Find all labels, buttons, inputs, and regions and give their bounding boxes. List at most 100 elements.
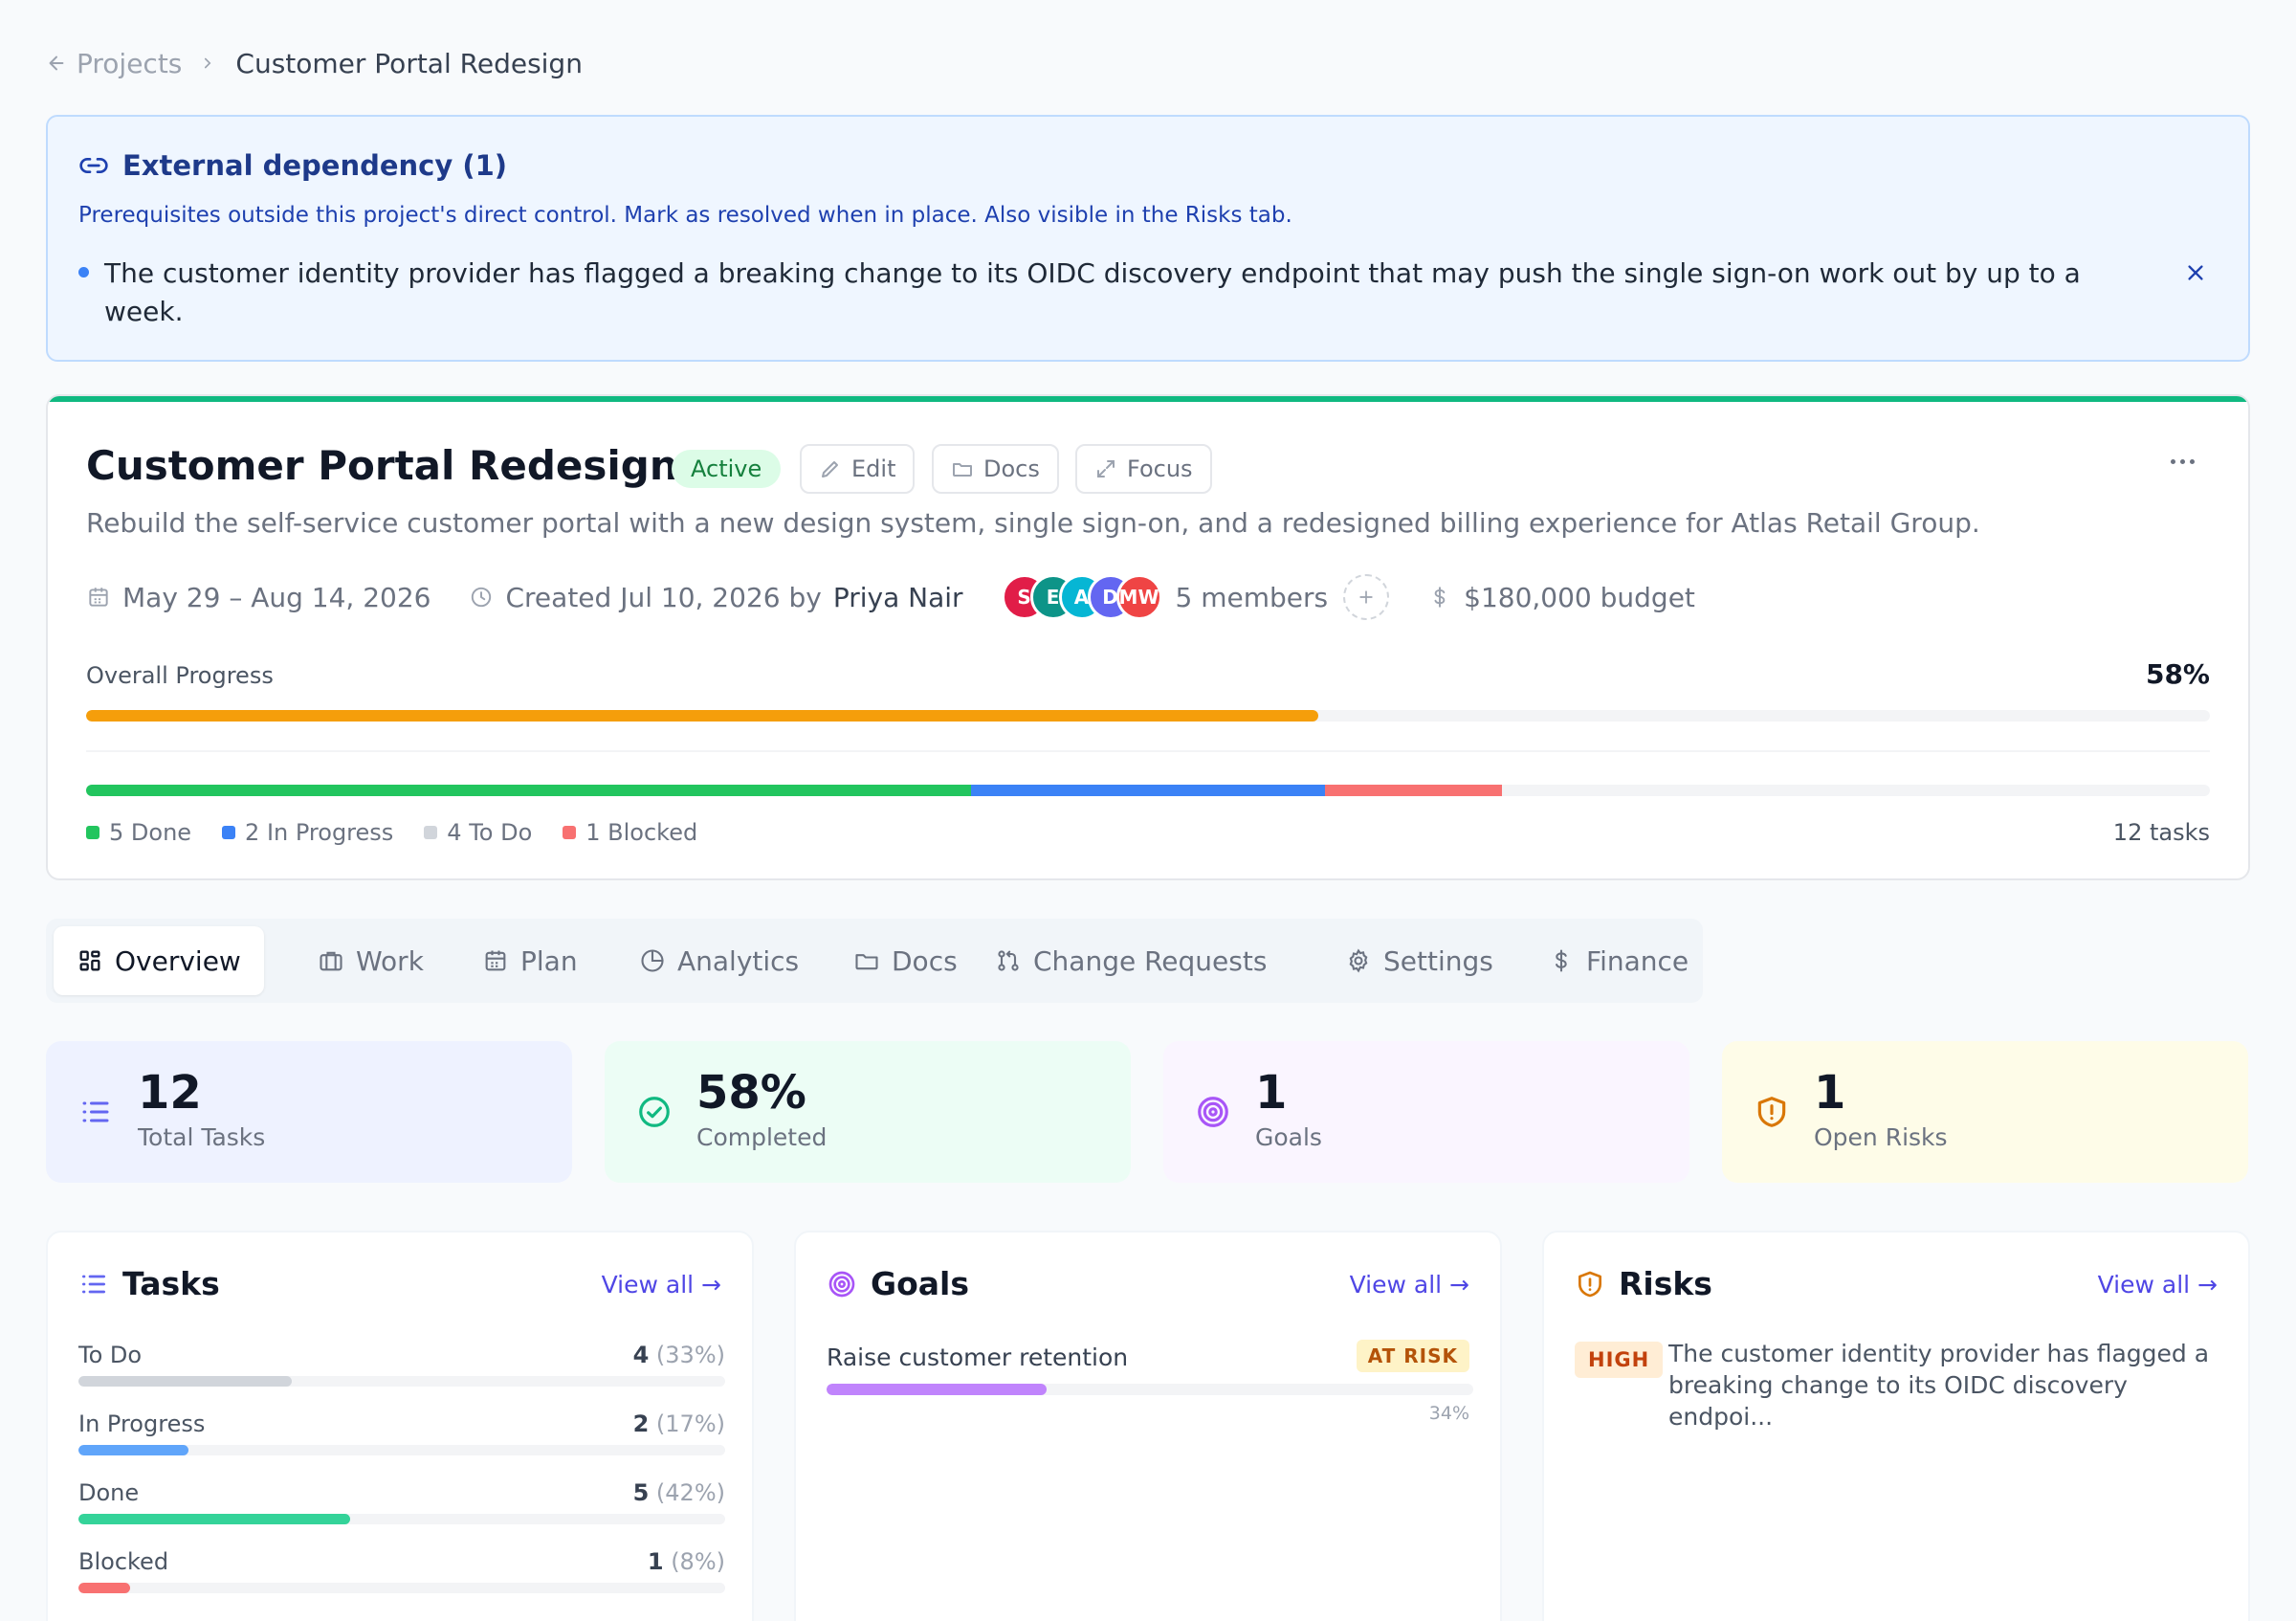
dismiss-dependency-button[interactable] <box>2181 258 2210 287</box>
tab-work[interactable]: Work <box>295 926 447 995</box>
risk-severity-badge: HIGH <box>1575 1342 1664 1378</box>
goal-progress-value: 34% <box>1428 1403 1469 1424</box>
risks-title-text: Risks <box>1619 1265 1712 1302</box>
task-status-value: 4 (33%) <box>633 1342 725 1368</box>
risks-panel-title: Risks <box>1575 1265 1712 1302</box>
arrow-left-icon <box>49 56 64 71</box>
project-title: Customer Portal Redesign <box>86 442 678 489</box>
goals-view-all-link[interactable]: View all → <box>1349 1271 1469 1299</box>
tab-analytics[interactable]: Analytics <box>616 926 822 995</box>
focus-button-label: Focus <box>1127 455 1193 482</box>
docs-button[interactable]: Docs <box>932 444 1059 494</box>
goal-progress-bar <box>827 1384 1473 1395</box>
risk-description[interactable]: The customer identity provider has flagg… <box>1668 1340 2210 1431</box>
task-status-pct: (17%) <box>655 1410 725 1437</box>
dependency-item: The customer identity provider has flagg… <box>78 255 2126 331</box>
focus-button[interactable]: Focus <box>1075 444 1212 494</box>
tab-overview-label: Overview <box>115 944 241 977</box>
task-status-pct: (33%) <box>655 1342 725 1368</box>
tab-change-requests[interactable]: Change Requests <box>972 926 1290 995</box>
task-status-count: 1 <box>647 1548 664 1575</box>
check-circle-icon <box>635 1093 673 1131</box>
task-status-bar-fill <box>78 1376 293 1387</box>
stat-card-goals[interactable]: 1 Goals <box>1163 1041 1689 1183</box>
tab-analytics-label: Analytics <box>677 944 800 977</box>
close-icon <box>2188 265 2203 280</box>
task-status-bar-fill <box>78 1583 131 1593</box>
tab-plan[interactable]: Plan <box>459 926 601 995</box>
pencil-icon <box>822 461 838 477</box>
bullet-dot <box>78 267 89 278</box>
goals-title-text: Goals <box>871 1265 969 1302</box>
project-owner[interactable]: Priya Nair <box>832 581 963 613</box>
tasks-view-all-link[interactable]: View all → <box>601 1271 721 1299</box>
stat-card-open-risks[interactable]: 1 Open Risks <box>1722 1041 2248 1183</box>
task-status-label: Done <box>78 1479 140 1506</box>
stat-label: Goals <box>1255 1123 1322 1151</box>
task-status-label: To Do <box>78 1342 143 1368</box>
task-status-count: 4 <box>632 1342 650 1368</box>
tab-docs[interactable]: Docs <box>830 926 981 995</box>
task-status-bar <box>78 1445 725 1455</box>
task-status-pct: (8%) <box>671 1548 725 1575</box>
layout-grid-icon <box>79 950 100 971</box>
project-meta: May 29 – Aug 14, 2026 Created Jul 10, 20… <box>86 568 1695 626</box>
risks-view-all-link[interactable]: View all → <box>2097 1271 2218 1299</box>
overall-progress-fill <box>86 710 1318 722</box>
breadcrumb-parent[interactable]: Projects <box>77 47 183 79</box>
task-status-row: Done 5 (42%) <box>78 1479 725 1524</box>
created-text: Created Jul 10, 2026 by <box>505 581 822 613</box>
tab-finance[interactable]: Finance <box>1525 926 1711 995</box>
breadcrumb-back-link[interactable]: Projects <box>46 48 182 79</box>
member-avatar[interactable]: MW <box>1115 574 1162 620</box>
status-badge: Active <box>672 450 782 488</box>
member-avatars[interactable]: S E A D MW <box>1001 574 1162 620</box>
pie-chart-icon <box>641 949 664 972</box>
project-description: Rebuild the self-service customer portal… <box>86 507 1980 539</box>
tab-overview[interactable]: Overview <box>54 926 264 995</box>
plus-icon <box>1359 590 1373 604</box>
target-icon <box>1194 1093 1232 1131</box>
banner-title: External dependency (1) <box>78 149 507 182</box>
task-status-row: To Do 4 (33%) <box>78 1342 725 1387</box>
legend-swatch <box>563 826 577 839</box>
tab-settings[interactable]: Settings <box>1322 926 1516 995</box>
tasks-title-text: Tasks <box>122 1265 220 1302</box>
stat-label: Completed <box>696 1123 828 1151</box>
stat-card-completed[interactable]: 58% Completed <box>605 1041 1131 1183</box>
stat-card-total-tasks[interactable]: 12 Total Tasks <box>46 1041 572 1183</box>
breadcrumb: Projects Customer Portal Redesign <box>46 44 583 82</box>
dollar-icon <box>1434 587 1446 608</box>
members-count[interactable]: 5 members <box>1175 581 1329 613</box>
git-pull-request-icon <box>998 950 1019 971</box>
tab-plan-label: Plan <box>520 944 578 977</box>
created-info: Created Jul 10, 2026 by <box>469 581 822 613</box>
legend-label: 1 Blocked <box>585 819 698 846</box>
breadcrumb-current: Customer Portal Redesign <box>235 47 583 79</box>
legend-item: 5 Done <box>86 819 191 846</box>
goal-status-badge: AT RISK <box>1356 1340 1469 1372</box>
tasks-panel-title: Tasks <box>78 1265 220 1302</box>
more-options-icon[interactable] <box>2171 459 2195 464</box>
legend-swatch <box>424 826 438 839</box>
list-icon <box>82 1275 105 1293</box>
task-status-stacked-bar <box>86 785 2210 796</box>
expand-icon <box>1097 460 1115 477</box>
add-member-button[interactable] <box>1343 574 1390 620</box>
tab-finance-label: Finance <box>1586 944 1689 977</box>
project-header-card: Customer Portal Redesign Active Edit Doc… <box>46 394 2250 880</box>
goal-name[interactable]: Raise customer retention <box>827 1343 1129 1371</box>
legend-label: 4 To Do <box>447 819 533 846</box>
calendar-icon <box>485 950 506 971</box>
external-dependency-banner: External dependency (1) Prerequisites ou… <box>46 115 2250 362</box>
briefcase-icon <box>320 951 342 971</box>
task-status-pct: (42%) <box>655 1479 725 1506</box>
edit-button[interactable]: Edit <box>800 444 916 494</box>
budget-text: $180,000 budget <box>1464 581 1695 613</box>
shield-alert-icon <box>1753 1093 1791 1131</box>
docs-button-label: Docs <box>983 455 1040 482</box>
goal-progress-fill <box>827 1384 1047 1395</box>
folder-icon <box>855 954 878 970</box>
legend-item: 1 Blocked <box>563 819 697 846</box>
tasks-panel: Tasks View all → To Do 4 (33%) In Progre… <box>46 1231 754 1621</box>
